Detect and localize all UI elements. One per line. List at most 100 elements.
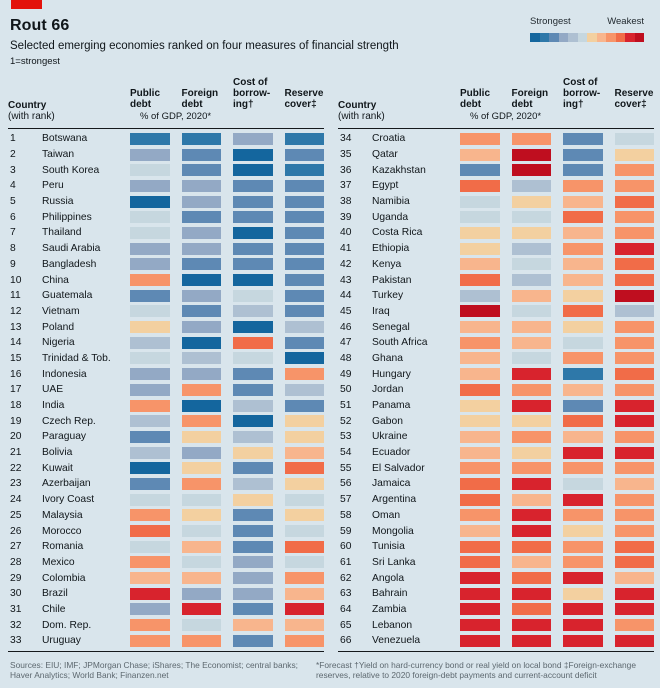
- heat-cell-reserve-cover: [284, 572, 324, 585]
- heat-cell-cost-of-borrowing: [563, 634, 603, 647]
- heat-cell-cost-of-borrowing: [563, 289, 603, 302]
- heat-cell-foreign-debt: [511, 211, 551, 224]
- table-row: 22 Kuwait: [8, 460, 324, 476]
- heat-cell-foreign-debt: [181, 430, 221, 443]
- table-row: 31 Chile: [8, 602, 324, 618]
- gdp-note: % of GDP, 2020*: [139, 111, 212, 122]
- table-row: 35 Qatar: [338, 147, 654, 163]
- heat-cell-cost-of-borrowing: [563, 430, 603, 443]
- heat-cell-foreign-debt: [181, 634, 221, 647]
- legend-segment: [558, 33, 568, 42]
- heat-cell-reserve-cover: [284, 148, 324, 161]
- heat-cell-foreign-debt: [511, 415, 551, 428]
- heat-cell-public-debt: [130, 525, 170, 538]
- table-row: 57 Argentina: [338, 492, 654, 508]
- heat-cell-foreign-debt: [511, 289, 551, 302]
- table-row: 1 Botswana: [8, 131, 324, 147]
- heat-cell-public-debt: [130, 226, 170, 239]
- public-debt-column-header: Public debt: [460, 88, 491, 110]
- heat-cell-cost-of-borrowing: [233, 148, 273, 161]
- country-rank: 57: [340, 494, 352, 506]
- heat-cell-public-debt: [460, 540, 500, 553]
- heat-cell-foreign-debt: [511, 179, 551, 192]
- country-name: Kuwait: [42, 462, 73, 474]
- heat-cell-reserve-cover: [284, 430, 324, 443]
- heat-cell-foreign-debt: [511, 226, 551, 239]
- table-row: 14 Nigeria: [8, 335, 324, 351]
- country-name: Saudi Arabia: [42, 243, 101, 255]
- heat-cell-cost-of-borrowing: [233, 321, 273, 334]
- scale-note: 1=strongest: [10, 56, 60, 67]
- heat-cell-foreign-debt: [511, 242, 551, 255]
- heat-cell-reserve-cover: [284, 321, 324, 334]
- heat-cell-public-debt: [460, 430, 500, 443]
- country-name: Vietnam: [42, 305, 80, 317]
- table-row: 41 Ethiopia: [338, 241, 654, 257]
- heat-cell-public-debt: [460, 242, 500, 255]
- table-row: 51 Panama: [338, 398, 654, 414]
- country-name: Bahrain: [372, 588, 408, 600]
- heat-cell-cost-of-borrowing: [563, 164, 603, 177]
- heat-cell-public-debt: [460, 462, 500, 475]
- heat-cell-cost-of-borrowing: [233, 572, 273, 585]
- heat-cell-foreign-debt: [511, 619, 551, 632]
- country-name: Trinidad & Tob.: [42, 352, 111, 364]
- heat-cell-cost-of-borrowing: [233, 415, 273, 428]
- heat-cell-foreign-debt: [181, 132, 221, 145]
- country-name: Uruguay: [42, 635, 81, 647]
- heat-cell-foreign-debt: [511, 462, 551, 475]
- table-row: 36 Kazakhstan: [338, 162, 654, 178]
- country-rank: 54: [340, 447, 352, 459]
- heat-cell-public-debt: [130, 336, 170, 349]
- gdp-note: % of GDP, 2020*: [469, 111, 542, 122]
- table-left-header: Country Public debt Foreign debt Cost of…: [8, 71, 324, 111]
- country-name: Mongolia: [372, 525, 414, 537]
- legend-segment: [530, 33, 540, 42]
- heat-cell-cost-of-borrowing: [563, 399, 603, 412]
- heat-cell-reserve-cover: [614, 556, 654, 569]
- table-row: 23 Azerbaijan: [8, 476, 324, 492]
- country-name: China: [42, 274, 69, 286]
- country-name: Morocco: [42, 525, 82, 537]
- heat-cell-public-debt: [460, 415, 500, 428]
- heat-cell-foreign-debt: [511, 164, 551, 177]
- table-left: Country Public debt Foreign debt Cost of…: [8, 71, 324, 652]
- table-row: 12 Vietnam: [8, 304, 324, 320]
- table-row: 19 Czech Rep.: [8, 413, 324, 429]
- heat-cell-cost-of-borrowing: [233, 289, 273, 302]
- country-rank: 51: [340, 400, 352, 412]
- heat-cell-foreign-debt: [181, 258, 221, 271]
- country-name: Ivory Coast: [42, 494, 95, 506]
- heat-cell-cost-of-borrowing: [563, 132, 603, 145]
- heat-cell-foreign-debt: [511, 352, 551, 365]
- heat-cell-reserve-cover: [614, 321, 654, 334]
- heat-cell-foreign-debt: [181, 211, 221, 224]
- heat-cell-public-debt: [130, 556, 170, 569]
- heat-cell-cost-of-borrowing: [233, 399, 273, 412]
- heat-cell-foreign-debt: [181, 462, 221, 475]
- heat-cell-public-debt: [130, 619, 170, 632]
- country-name: Namibia: [372, 196, 410, 208]
- heat-cell-reserve-cover: [284, 179, 324, 192]
- heat-cell-public-debt: [460, 477, 500, 490]
- heat-cell-reserve-cover: [284, 383, 324, 396]
- country-column-header: Country: [338, 100, 377, 111]
- country-name: Guatemala: [42, 290, 93, 302]
- heat-cell-public-debt: [130, 493, 170, 506]
- country-rank: 55: [340, 462, 352, 474]
- country-rank: 24: [10, 494, 22, 506]
- heat-cell-cost-of-borrowing: [563, 462, 603, 475]
- table-row: 6 Philippines: [8, 209, 324, 225]
- heat-cell-cost-of-borrowing: [563, 226, 603, 239]
- heat-cell-reserve-cover: [614, 430, 654, 443]
- country-name: Azerbaijan: [42, 478, 91, 490]
- heat-cell-foreign-debt: [181, 321, 221, 334]
- heat-cell-cost-of-borrowing: [233, 446, 273, 459]
- country-name: Indonesia: [42, 368, 87, 380]
- legend-segment: [539, 33, 549, 42]
- heat-cell-foreign-debt: [511, 274, 551, 287]
- heat-cell-cost-of-borrowing: [563, 211, 603, 224]
- table-right-subheader: (with rank) % of GDP, 2020*: [338, 111, 654, 125]
- table-row: 40 Costa Rica: [338, 225, 654, 241]
- country-rank: 11: [10, 290, 21, 302]
